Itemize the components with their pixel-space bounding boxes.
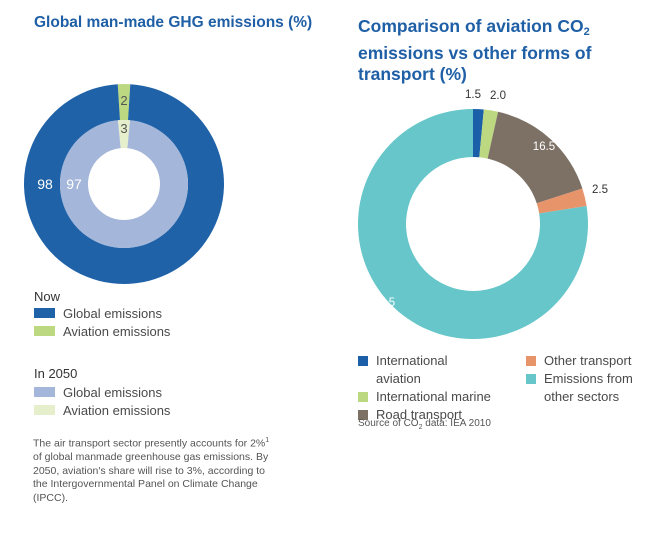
- legend-international-marine: International marine: [358, 388, 493, 406]
- slice-in-2050-aviation-emissions: [117, 120, 131, 149]
- legend-label: Emissions from other sectors: [544, 371, 633, 404]
- legend-road-transport: Road transport: [358, 406, 493, 424]
- slice-in-2050-global-emissions: [60, 120, 189, 248]
- slice-now-aviation-emissions: [117, 83, 131, 121]
- legend-emissions-other-sectors: Emissions from other sectors: [526, 370, 644, 406]
- legend-now-aviation: Aviation emissions: [34, 322, 170, 340]
- legend-2050-aviation: Aviation emissions: [34, 401, 170, 419]
- legend-now-heading: Now: [34, 289, 61, 304]
- footnote-sup: 1: [265, 437, 270, 444]
- right-legend-col1: International aviation International mar…: [358, 352, 493, 424]
- source-part1: Source of CO: [358, 418, 419, 429]
- legend-swatch: [526, 374, 536, 384]
- legend-swatch: [358, 410, 368, 420]
- legend-label: Other transport: [544, 353, 632, 368]
- legend-label: Road transport: [376, 407, 462, 422]
- legend-other-transport: Other transport: [526, 352, 644, 370]
- source-part2: data: IEA 2010: [422, 418, 491, 429]
- slice-international-marine: [479, 109, 499, 159]
- slice-international-aviation: [473, 109, 484, 158]
- left-chart-title: Global man-made GHG emissions (%): [34, 14, 313, 31]
- slice-now-global-emissions: [24, 84, 224, 284]
- label-2050-global: 97: [66, 176, 82, 192]
- right-legend-col2: Other transport Emissions from other sec…: [526, 352, 644, 406]
- legend-label: Aviation emissions: [63, 323, 171, 339]
- label-now-global: 98: [37, 176, 53, 192]
- data-label-international-marine: 2.0: [490, 90, 506, 102]
- legend-swatch: [358, 392, 368, 402]
- legend-label: Global emissions: [63, 305, 162, 321]
- data-label-road-transport: 16.5: [533, 141, 555, 153]
- legend-swatch: [34, 308, 55, 318]
- data-label-international-aviation: 1.5: [465, 89, 481, 101]
- source-sub: 2: [418, 424, 423, 431]
- legend-swatch: [34, 326, 55, 336]
- legend-swatch: [526, 356, 536, 366]
- data-label-emissions-from-other-sectors: 77.5: [373, 297, 395, 309]
- right-title-part1: Comparison of aviation CO: [358, 16, 584, 36]
- footnote-part2: of global manmade greenhouse gas emissio…: [33, 451, 269, 504]
- legend-2050-heading: In 2050: [34, 366, 78, 381]
- legend-label: International aviation: [376, 353, 448, 386]
- legend-swatch: [34, 405, 55, 415]
- footnote-part1: The air transport sector presently accou…: [33, 437, 266, 450]
- label-2050-aviation: 3: [120, 121, 127, 136]
- legend-2050: Global emissions Aviation emissions: [34, 383, 170, 419]
- legend-label: Global emissions: [63, 384, 162, 400]
- slice-road-transport: [487, 111, 583, 204]
- data-label-other-transport: 2.5: [592, 184, 608, 196]
- slice-other-transport: [536, 188, 587, 214]
- legend-now: Global emissions Aviation emissions: [34, 304, 170, 340]
- legend-label: International marine: [376, 389, 491, 404]
- legend-now-global: Global emissions: [34, 304, 170, 322]
- legend-label: Aviation emissions: [63, 402, 171, 418]
- legend-swatch: [34, 387, 55, 397]
- right-title-part2: emissions vs other forms of transport (%…: [358, 43, 592, 84]
- source-note: Source of CO2 data: IEA 2010: [358, 418, 491, 431]
- footnote: The air transport sector presently accou…: [33, 434, 273, 505]
- right-title-sub: 2: [583, 26, 590, 38]
- label-now-aviation: 2: [120, 93, 127, 108]
- slice-emissions-from-other-sectors: [358, 109, 589, 339]
- right-chart-title: Comparison of aviation CO2 emissions vs …: [358, 16, 638, 85]
- legend-2050-global: Global emissions: [34, 383, 170, 401]
- legend-international-aviation: International aviation: [358, 352, 493, 388]
- legend-swatch: [358, 356, 368, 366]
